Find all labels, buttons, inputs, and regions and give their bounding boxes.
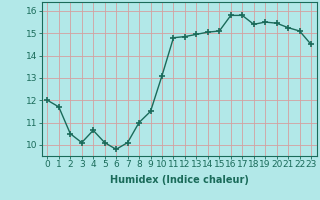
X-axis label: Humidex (Indice chaleur): Humidex (Indice chaleur) [110,175,249,185]
